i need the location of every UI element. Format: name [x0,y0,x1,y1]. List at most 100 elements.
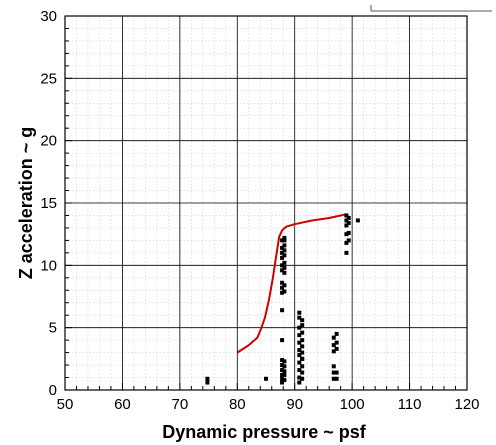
y-tick-labels: 0 5 10 15 20 25 30 [40,8,57,399]
data-point [282,238,287,243]
y-tick-label: 5 [49,320,57,337]
data-point [297,380,302,385]
data-point [331,343,336,348]
data-point [300,323,305,328]
data-point [334,370,339,375]
data-point [344,213,349,218]
data-point [300,338,305,343]
data-point [282,378,287,383]
data-point [346,230,351,235]
data-point [331,335,336,340]
data-point [205,376,210,381]
data-point [280,358,285,363]
data-point [300,364,305,369]
x-tick-label: 50 [57,396,74,413]
major-grid [64,15,468,391]
data-point [344,223,349,228]
data-point [280,376,285,381]
data-point [280,263,285,268]
x-tick-label: 70 [172,396,189,413]
data-point [280,238,285,243]
x-tick-label: 60 [114,396,131,413]
data-point [346,215,351,220]
data-point [300,370,305,375]
data-point [264,376,268,381]
data-point [297,360,302,365]
data-point [282,369,287,374]
data-point [300,376,305,381]
data-line-group [236,213,347,354]
x-tick-label: 110 [398,396,422,413]
data-point [280,285,285,290]
x-axis-label: Dynamic pressure ~ psf [162,422,367,442]
data-point [280,368,285,373]
data-point [344,232,349,237]
data-point [300,344,305,349]
data-point [344,250,349,255]
data-point [297,325,302,330]
data-point [331,370,336,375]
y-tick-label: 10 [40,257,57,274]
data-point [282,373,287,378]
data-point [280,290,285,295]
data-point [331,349,336,354]
y-tick-label: 15 [40,195,57,212]
data-point [297,340,302,345]
data-point [282,243,287,248]
data-point [334,331,339,336]
data-point [282,289,287,294]
data-point [300,330,305,335]
data-point [344,240,349,245]
data-point [205,380,210,385]
data-point [334,340,339,345]
data-point [282,235,287,240]
data-point [297,353,302,358]
data-point [280,308,285,313]
y-tick-label: 25 [40,70,57,87]
x-tick-label: 120 [454,396,479,413]
series-line [236,213,347,354]
x-tick-label: 100 [340,396,365,413]
data-point [280,268,285,273]
data-point [282,253,287,258]
data-point [280,363,285,368]
data-point [297,310,302,315]
data-point [280,250,285,255]
data-point [282,248,287,253]
data-point [297,333,302,338]
data-point [331,364,336,369]
data-point [280,338,285,343]
data-point [300,356,305,361]
data-point [282,283,287,288]
data-point [297,375,302,380]
data-point [346,220,351,225]
x-tick-labels: 50 60 70 80 90 100 110 120 [57,396,480,413]
x-tick-label: 80 [229,396,246,413]
data-point [300,318,305,323]
data-point [280,280,285,285]
data-point [282,359,287,364]
data-points-group [205,213,360,385]
data-point [282,260,287,265]
data-point [334,346,339,351]
data-point [280,245,285,250]
data-point [297,348,302,353]
y-tick-label: 0 [49,382,57,399]
data-point [297,368,302,373]
data-point [280,373,285,378]
data-point [346,238,351,243]
data-point [331,376,336,381]
data-point [280,380,285,385]
y-axis-label: Z acceleration ~ g [16,127,36,280]
data-point [280,255,285,260]
data-point [282,265,287,270]
data-point [300,350,305,355]
data-point [282,270,287,275]
x-tick-label: 90 [286,396,303,413]
y-tick-label: 20 [40,133,57,150]
y-tick-label: 30 [40,8,57,25]
data-point [282,364,287,369]
data-point [297,315,302,320]
data-point [334,376,339,381]
